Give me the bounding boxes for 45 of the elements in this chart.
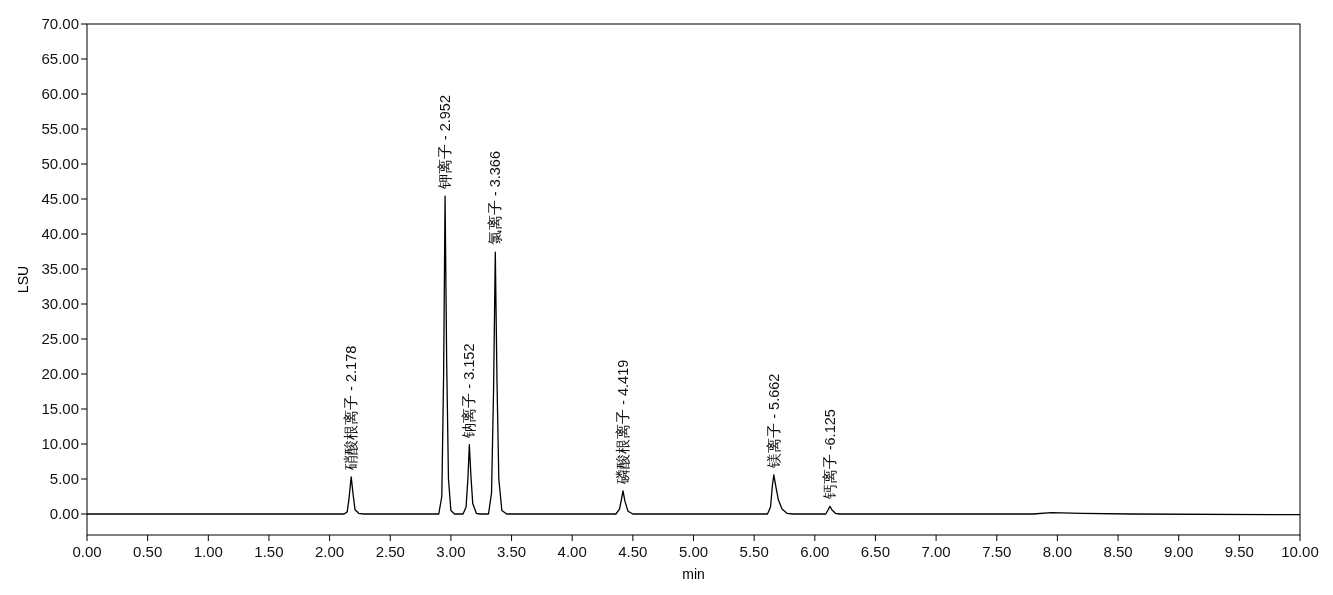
x-tick-label: 1.00	[193, 543, 223, 560]
x-tick-label: 1.50	[254, 543, 284, 560]
x-tick-label: 5.50	[739, 543, 769, 560]
x-tick-label: 10.00	[1281, 543, 1319, 560]
x-tick-label: 9.00	[1164, 543, 1194, 560]
x-tick-label: 8.00	[1042, 543, 1072, 560]
y-tick-label: 10.00	[41, 435, 79, 452]
x-tick-label: 6.50	[860, 543, 891, 560]
y-tick-label: 15.00	[41, 400, 79, 417]
y-tick-label: 65.00	[41, 50, 79, 67]
x-tick-label: 3.00	[436, 543, 466, 560]
y-tick-label: 35.00	[41, 260, 79, 277]
annotation: 钙离子 -6.125	[821, 409, 838, 500]
y-tick-label: 30.00	[41, 295, 79, 312]
x-tick-label: 3.50	[496, 543, 527, 560]
annotation: 钠离子 - 3.152	[461, 343, 478, 438]
annotation: 钾离子 - 2.952	[437, 95, 454, 190]
annotation: 硝酸根离子 - 2.178	[343, 345, 360, 470]
y-tick-label: 5.00	[49, 470, 79, 487]
x-tick-label: 0.50	[133, 543, 163, 560]
x-tick-label: 8.50	[1103, 543, 1133, 560]
x-tick-label: 4.00	[557, 543, 587, 560]
y-tick-label: 50.00	[41, 155, 79, 172]
y-tick-label: 25.00	[41, 330, 79, 347]
y-tick-label: 70.00	[41, 15, 79, 32]
annotation: 磷酸根离子 - 4.419	[615, 359, 631, 484]
y-axis-title: LSU	[15, 265, 31, 294]
y-tick-label: 60.00	[41, 85, 79, 102]
x-tick-label: 0.00	[72, 543, 102, 560]
y-tick-label: 55.00	[41, 120, 79, 137]
annotation: 镁离子 - 5.662	[765, 373, 782, 468]
y-tick-label: 40.00	[41, 225, 79, 242]
x-tick-label: 5.00	[678, 543, 709, 560]
y-tick-label: 0.00	[49, 505, 79, 522]
x-tick-label: 9.50	[1224, 543, 1254, 560]
x-tick-label: 2.00	[315, 543, 345, 560]
x-tick-label: 4.50	[618, 543, 648, 560]
x-tick-label: 7.00	[921, 543, 951, 560]
x-tick-label: 7.50	[982, 543, 1012, 560]
x-tick-label: 2.50	[375, 543, 405, 560]
y-tick-label: 45.00	[41, 190, 79, 207]
annotation: 氯离子 - 3.366	[487, 151, 504, 246]
x-axis-title: min	[682, 566, 705, 582]
x-tick-label: 6.00	[800, 543, 830, 560]
y-tick-label: 20.00	[41, 365, 79, 382]
